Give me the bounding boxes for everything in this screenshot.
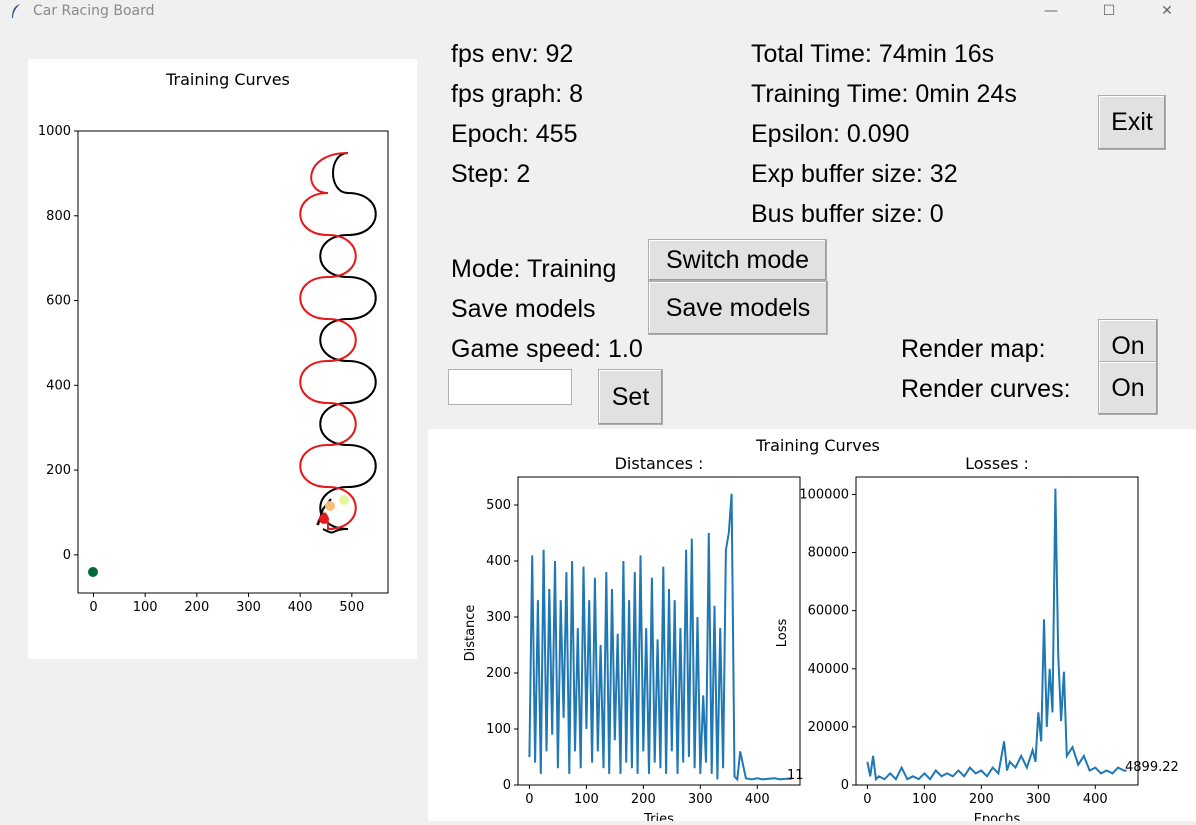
title-bar: Car Racing Board — ☐ ✕: [0, 0, 1196, 22]
x-tick-label: 300: [236, 600, 261, 615]
map-x-ticks: 0 100 200 300 400 500: [89, 593, 364, 615]
x-tick-label: 0: [525, 792, 533, 807]
sensor-point: [339, 495, 349, 505]
y-tick-label: 100000: [799, 487, 849, 502]
y-tick-label: 0: [841, 778, 849, 793]
x-tick-label: 500: [339, 600, 364, 615]
map-plot: Training Curves 0 100 200 300 400 500 0 200 400…: [38, 70, 389, 615]
exit-button[interactable]: Exit: [1098, 95, 1166, 150]
set-speed-button[interactable]: Set: [598, 369, 663, 425]
losses-axes-frame: [855, 476, 1139, 786]
distances-ylabel: Distance: [463, 605, 478, 662]
minimize-button[interactable]: —: [1028, 0, 1074, 22]
fps-env-label: fps env: 92: [451, 40, 574, 68]
losses-ylabel: Loss: [775, 619, 790, 648]
map-plot-panel: Training Curves 0 100 200 300 400 500 0 200 400…: [28, 59, 417, 659]
distances-y-ticks: 0 100 200 300 400 500: [486, 498, 518, 793]
maximize-button[interactable]: ☐: [1086, 0, 1132, 22]
bus-buffer-label: Bus buffer size: 0: [751, 200, 944, 228]
losses-xlabel: Epochs: [974, 812, 1021, 821]
y-tick-label: 1000: [38, 124, 71, 139]
distances-title: Distances :: [615, 454, 704, 473]
y-tick-label: 200: [46, 463, 71, 478]
y-tick-label: 40000: [808, 662, 849, 677]
x-tick-label: 300: [688, 792, 713, 807]
car-marker: [319, 514, 329, 524]
x-tick-label: 200: [184, 600, 209, 615]
map-y-ticks: 0 200 400 600 800 1000: [38, 124, 78, 563]
x-tick-label: 100: [133, 600, 158, 615]
y-tick-label: 400: [486, 554, 511, 569]
x-tick-label: 100: [574, 792, 599, 807]
distances-axes-frame: [517, 476, 801, 786]
switch-mode-button[interactable]: Switch mode: [648, 239, 827, 281]
exp-buffer-label: Exp buffer size: 32: [751, 160, 958, 188]
game-speed-input[interactable]: [448, 369, 572, 405]
mode-label: Mode: Training: [451, 255, 617, 283]
x-tick-label: 400: [1083, 792, 1108, 807]
losses-last-value: 4899.22: [1125, 760, 1179, 775]
minimize-icon: —: [1044, 3, 1058, 19]
close-icon: ✕: [1161, 3, 1173, 19]
map-plot-title: Training Curves: [165, 70, 290, 89]
y-tick-label: 200: [486, 666, 511, 681]
curves-suptitle: Training Curves: [755, 436, 880, 455]
y-tick-label: 500: [486, 498, 511, 513]
x-tick-label: 300: [1026, 792, 1051, 807]
distances-x-ticks: 0 100 200 300 400: [525, 785, 770, 807]
save-models-button[interactable]: Save models: [648, 281, 828, 335]
epsilon-label: Epsilon: 0.090: [751, 120, 910, 148]
training-curves-figure: Training Curves Distances : 0 100 200 300 40…: [463, 436, 1179, 825]
maximize-icon: ☐: [1102, 3, 1116, 19]
losses-title: Losses :: [965, 454, 1029, 473]
fps-graph-label: fps graph: 8: [451, 80, 584, 108]
distances-series-line: [528, 493, 792, 782]
y-tick-label: 0: [503, 778, 511, 793]
window-title: Car Racing Board: [33, 3, 155, 19]
distances-last-value: 11: [787, 768, 804, 783]
x-tick-label: 0: [863, 792, 871, 807]
track-inner-line: [299, 152, 357, 531]
training-time-label: Training Time: 0min 24s: [751, 80, 1017, 108]
y-tick-label: 60000: [808, 604, 849, 619]
render-curves-label: Render curves:: [901, 375, 1071, 403]
x-tick-label: 200: [969, 792, 994, 807]
y-tick-label: 300: [486, 610, 511, 625]
render-curves-toggle[interactable]: On: [1098, 361, 1158, 415]
y-tick-label: 400: [46, 378, 71, 393]
y-tick-label: 80000: [808, 546, 849, 561]
y-tick-label: 100: [486, 722, 511, 737]
x-tick-label: 100: [912, 792, 937, 807]
y-tick-label: 800: [46, 209, 71, 224]
y-tick-label: 20000: [808, 720, 849, 735]
y-tick-label: 600: [46, 294, 71, 309]
map-axes-frame: [77, 130, 389, 594]
epoch-label: Epoch: 455: [451, 120, 578, 148]
y-tick-label: 0: [63, 548, 71, 563]
losses-series-line: [866, 488, 1127, 782]
losses-x-ticks: 0 100 200 300 400: [863, 785, 1108, 807]
game-speed-label: Game speed: 1.0: [451, 335, 643, 363]
losses-y-ticks: 0 20000 40000 60000 80000 100000: [799, 487, 856, 793]
feather-icon: [12, 4, 20, 18]
render-map-label: Render map:: [901, 335, 1046, 363]
track-outer-line: [319, 152, 377, 534]
x-tick-label: 400: [745, 792, 770, 807]
x-tick-label: 0: [89, 600, 97, 615]
total-time-label: Total Time: 74min 16s: [751, 40, 995, 68]
close-button[interactable]: ✕: [1144, 0, 1190, 22]
origin-marker: [88, 567, 98, 577]
save-models-label: Save models: [451, 295, 596, 323]
sensor-point: [325, 501, 335, 511]
step-label: Step: 2: [451, 160, 531, 188]
x-tick-label: 400: [288, 600, 313, 615]
x-tick-label: 200: [631, 792, 656, 807]
distances-xlabel: Tries: [643, 812, 674, 821]
training-curves-panel: Training Curves Distances : 0 100 200 300 40…: [428, 429, 1196, 825]
